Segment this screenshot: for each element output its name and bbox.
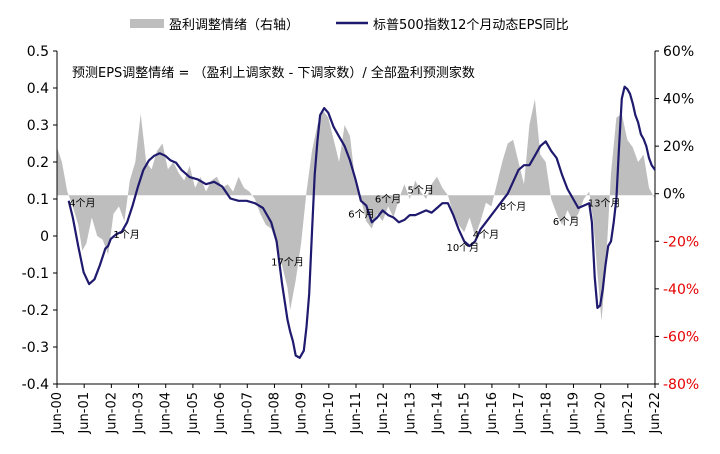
lag-annotation: 17个月 xyxy=(271,257,304,269)
left-tick-label: 0.4 xyxy=(27,81,49,97)
x-tick-label: Jun-04 xyxy=(159,392,174,435)
left-tick-label: -0.3 xyxy=(22,340,49,356)
x-tick-label: Jun-00 xyxy=(50,392,65,435)
x-tick-label: Jun-03 xyxy=(132,392,147,435)
left-tick-label: 0.2 xyxy=(27,155,49,171)
lag-annotation: 13个月 xyxy=(588,197,621,209)
x-tick-label: Jun-22 xyxy=(648,392,663,435)
chart-legend: 盈利调整情绪（右轴） 标普500指数12个月动态EPS同比 xyxy=(130,18,569,33)
lag-annotation: 6个月 xyxy=(348,209,374,221)
legend-area-label: 盈利调整情绪（右轴） xyxy=(169,18,299,33)
lag-annotation: 5个月 xyxy=(408,184,434,196)
legend-line-label: 标普500指数12个月动态EPS同比 xyxy=(373,18,569,33)
lag-annotation: 4个月 xyxy=(69,197,95,209)
right-tick-label: 20% xyxy=(663,139,694,155)
left-tick-label: -0.4 xyxy=(22,377,49,393)
right-tick-label: 0% xyxy=(663,187,685,203)
left-tick-label: -0.2 xyxy=(22,303,49,319)
right-tick-label: -80% xyxy=(663,377,699,393)
lag-annotation: 10个月 xyxy=(446,242,479,254)
x-tick-label: Jun-15 xyxy=(458,392,473,435)
lag-annotation: 6个月 xyxy=(375,194,401,206)
right-tick-label: 60% xyxy=(663,44,694,60)
x-tick-label: Jun-06 xyxy=(213,392,228,435)
legend-area-swatch xyxy=(130,19,164,28)
x-tick-label: Jun-13 xyxy=(403,392,418,435)
left-tick-label: 0.1 xyxy=(27,192,49,208)
eps-yoy-line xyxy=(67,85,656,359)
left-tick-label: 0.3 xyxy=(27,118,49,134)
x-tick-label: Jun-19 xyxy=(566,392,581,435)
x-tick-label: Jun-05 xyxy=(186,392,201,435)
x-tick-label: Jun-10 xyxy=(322,392,337,435)
x-tick-label: Jun-16 xyxy=(485,392,500,435)
x-tick-label: Jun-11 xyxy=(349,392,364,435)
left-tick-label: 0 xyxy=(40,229,49,245)
x-tick-label: Jun-12 xyxy=(376,392,391,435)
x-tick-label: Jun-17 xyxy=(512,392,527,435)
x-tick-label: Jun-08 xyxy=(267,392,282,435)
left-tick-label: 0.5 xyxy=(27,44,49,60)
x-tick-label: Jun-20 xyxy=(594,392,609,435)
lag-annotation: 8个月 xyxy=(500,201,526,213)
lag-annotation: 1个月 xyxy=(113,229,139,241)
x-tick-label: Jun-07 xyxy=(240,392,255,435)
right-tick-label: -60% xyxy=(663,329,699,345)
x-tick-label: Jun-21 xyxy=(621,392,636,435)
formula-annotation: 预测EPS调整情绪 = （盈利上调家数 - 下调家数）/ 全部盈利预测家数 xyxy=(72,65,475,81)
x-tick-label: Jun-09 xyxy=(295,392,310,435)
right-tick-label: -20% xyxy=(663,234,699,250)
lag-annotation: 6个月 xyxy=(553,216,579,228)
left-tick-label: -0.1 xyxy=(22,266,49,282)
right-tick-label: 40% xyxy=(663,92,694,108)
plot-area: 0.5 0.4 0.3 0.2 0.1 0 -0.1 -0.2 -0.3 -0.4 60% 40% 20… xyxy=(22,44,700,435)
sentiment-area xyxy=(57,99,655,322)
lag-annotation: 4个月 xyxy=(473,229,499,241)
x-tick-label: Jun-02 xyxy=(104,392,119,435)
x-tick-label: Jun-18 xyxy=(539,392,554,435)
right-tick-label: -40% xyxy=(663,282,699,298)
x-tick-label: Jun-01 xyxy=(77,392,92,435)
x-tick-label: Jun-14 xyxy=(431,392,446,435)
